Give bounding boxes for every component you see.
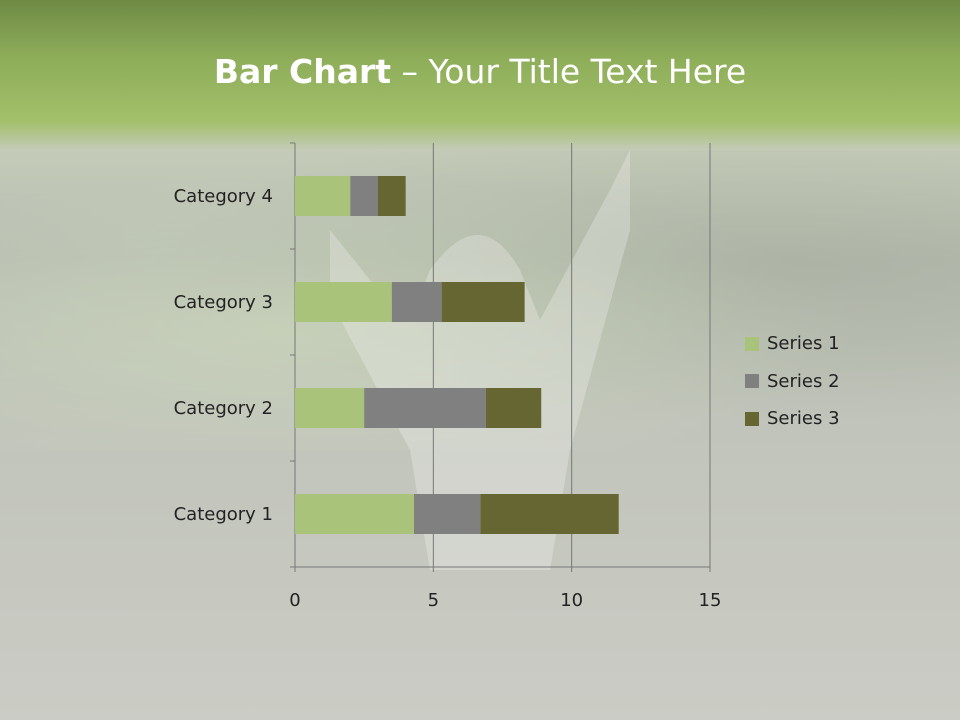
legend-item: Series 1 — [745, 325, 840, 363]
x-tick-label: 0 — [289, 590, 300, 611]
bar-series-2-category-1 — [413, 494, 481, 534]
bar-series-1-category-3 — [295, 282, 392, 322]
y-category-label: Category 3 — [174, 292, 273, 313]
legend-swatch — [745, 411, 759, 426]
bar-series-2-category-4 — [350, 176, 378, 216]
bar-series-1-category-4 — [295, 176, 351, 216]
bar-series-3-category-1 — [480, 494, 619, 534]
legend-item: Series 3 — [745, 400, 840, 438]
bar-series-3-category-4 — [378, 176, 406, 216]
fan-silhouette — [330, 150, 630, 570]
x-tick-label: 10 — [560, 590, 583, 611]
legend-label: Series 1 — [767, 333, 840, 355]
bar-series-3-category-2 — [485, 388, 542, 428]
y-category-label: Category 2 — [174, 398, 273, 419]
legend-label: Series 3 — [767, 408, 840, 430]
legend-item: Series 2 — [745, 363, 840, 401]
legend-swatch — [745, 374, 759, 389]
y-category-label: Category 4 — [174, 186, 273, 207]
bar-series-1-category-2 — [295, 388, 365, 428]
bar-series-2-category-2 — [364, 388, 486, 428]
x-tick-label: 5 — [428, 590, 439, 611]
bar-series-3-category-3 — [441, 282, 525, 322]
bar-series-2-category-3 — [391, 282, 442, 322]
legend: Series 1 Series 2 Series 3 — [745, 325, 840, 438]
y-category-label: Category 1 — [174, 504, 273, 525]
bar-series-1-category-1 — [295, 494, 414, 534]
legend-swatch — [745, 336, 759, 351]
legend-label: Series 2 — [767, 370, 840, 392]
x-tick-label: 15 — [699, 590, 722, 611]
slide-title: Bar Chart – Your Title Text Here — [213, 52, 747, 91]
